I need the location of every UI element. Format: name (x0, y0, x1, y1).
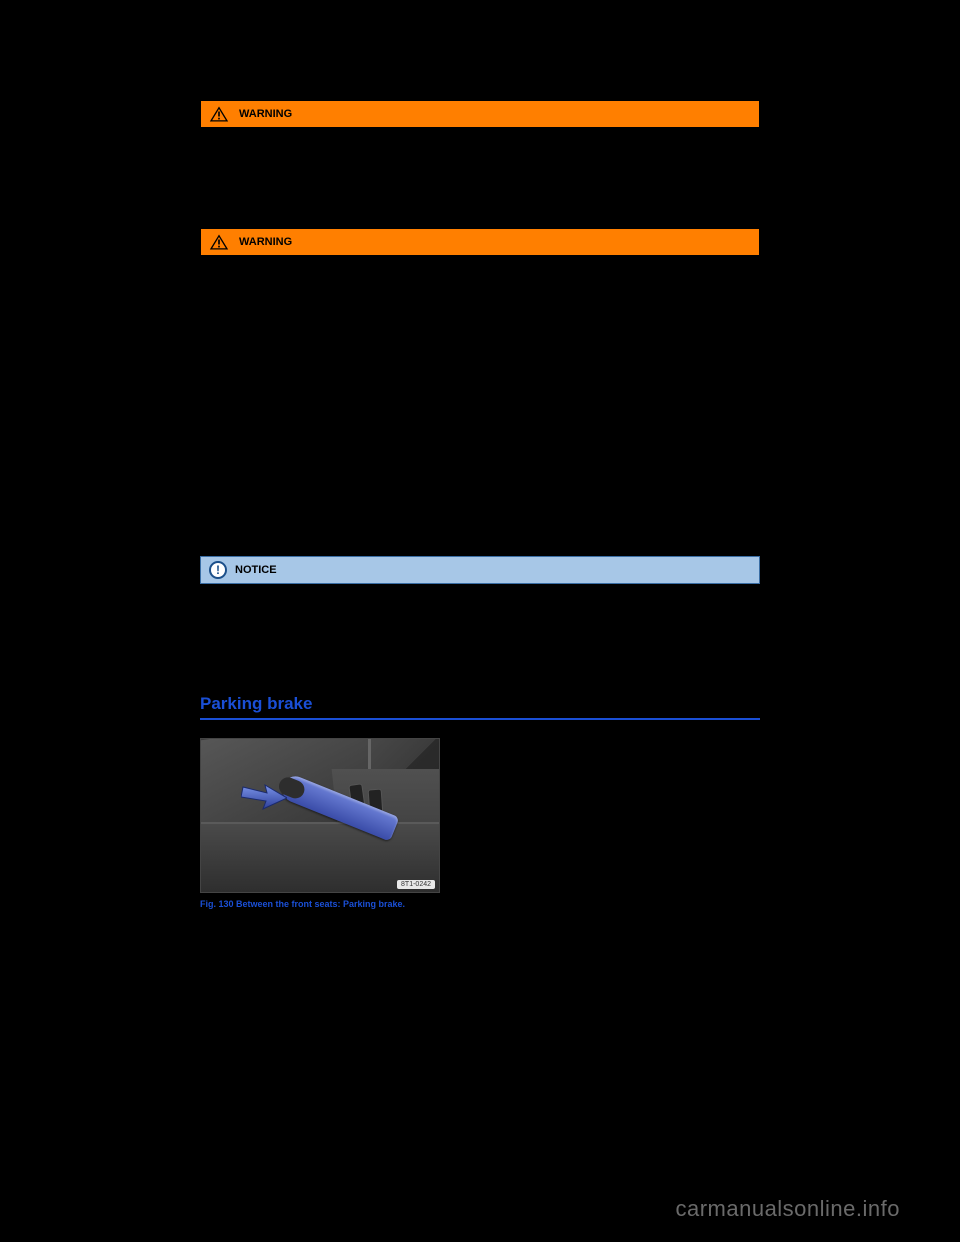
figure-image: 8T1-0242 (200, 738, 440, 893)
figure-id-label: 8T1-0242 (397, 880, 435, 889)
manual-page: WARNING WARNING ! NOTICE Parking brake (200, 100, 760, 909)
arrow-icon (241, 781, 287, 816)
notice-callout-header: ! NOTICE (200, 556, 760, 584)
watermark: carmanualsonline.info (675, 1196, 900, 1222)
warning-label: WARNING (239, 108, 292, 120)
notice-callout-body (200, 584, 760, 634)
warning-callout-2-body (200, 256, 760, 536)
warning-label: WARNING (239, 236, 292, 248)
warning-callout-2-header: WARNING (200, 228, 760, 256)
notice-icon: ! (209, 561, 227, 579)
figure: 8T1-0242 Fig. 130 Between the front seat… (200, 738, 440, 909)
section-title: Parking brake (200, 694, 760, 720)
figure-caption: Fig. 130 Between the front seats: Parkin… (200, 899, 440, 909)
notice-label: NOTICE (235, 564, 277, 576)
warning-callout-1-body (200, 128, 760, 198)
warning-callout-1-header: WARNING (200, 100, 760, 128)
warning-icon (209, 233, 229, 251)
warning-icon (209, 105, 229, 123)
